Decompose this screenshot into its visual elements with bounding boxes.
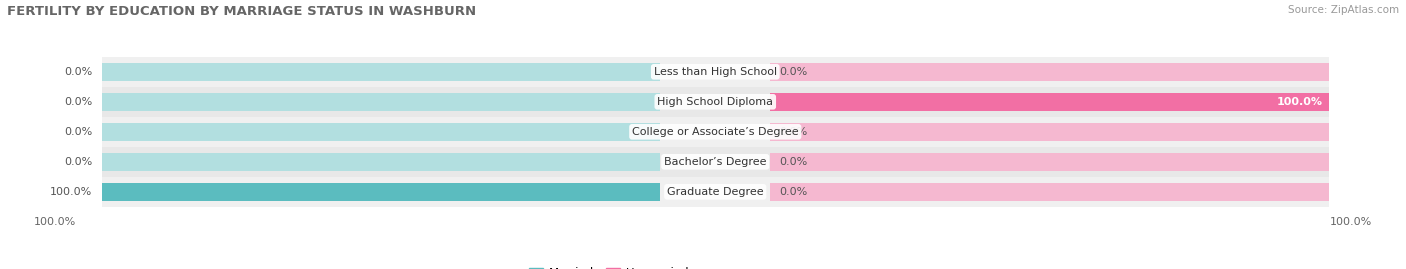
- Bar: [101, 117, 1329, 147]
- Bar: [770, 62, 1329, 81]
- Text: 0.0%: 0.0%: [65, 97, 93, 107]
- Text: FERTILITY BY EDUCATION BY MARRIAGE STATUS IN WASHBURN: FERTILITY BY EDUCATION BY MARRIAGE STATU…: [7, 5, 477, 18]
- Bar: [101, 62, 659, 81]
- Text: Bachelor’s Degree: Bachelor’s Degree: [664, 157, 766, 167]
- Text: 0.0%: 0.0%: [65, 67, 93, 77]
- Bar: [770, 182, 1329, 201]
- Text: 0.0%: 0.0%: [780, 127, 808, 137]
- Text: Graduate Degree: Graduate Degree: [666, 187, 763, 197]
- Text: College or Associate’s Degree: College or Associate’s Degree: [631, 127, 799, 137]
- Bar: [770, 93, 1329, 111]
- Text: 100.0%: 100.0%: [1277, 97, 1323, 107]
- Bar: [101, 87, 1329, 117]
- Bar: [101, 153, 659, 171]
- Bar: [101, 93, 659, 111]
- Text: 100.0%: 100.0%: [51, 187, 93, 197]
- Text: 0.0%: 0.0%: [65, 157, 93, 167]
- Bar: [101, 182, 659, 201]
- Text: Less than High School: Less than High School: [654, 67, 778, 77]
- Bar: [101, 182, 659, 201]
- Text: 0.0%: 0.0%: [65, 127, 93, 137]
- Bar: [770, 122, 1329, 141]
- Bar: [101, 57, 1329, 87]
- Bar: [770, 93, 1329, 111]
- Legend: Married, Unmarried: Married, Unmarried: [524, 263, 693, 269]
- Bar: [770, 153, 1329, 171]
- Bar: [101, 147, 1329, 177]
- Bar: [101, 177, 1329, 207]
- Text: High School Diploma: High School Diploma: [657, 97, 773, 107]
- Bar: [101, 122, 659, 141]
- Text: 100.0%: 100.0%: [34, 217, 76, 227]
- Text: 0.0%: 0.0%: [780, 157, 808, 167]
- Text: Source: ZipAtlas.com: Source: ZipAtlas.com: [1288, 5, 1399, 15]
- Text: 0.0%: 0.0%: [780, 187, 808, 197]
- Text: 100.0%: 100.0%: [1330, 217, 1372, 227]
- Text: 0.0%: 0.0%: [780, 67, 808, 77]
